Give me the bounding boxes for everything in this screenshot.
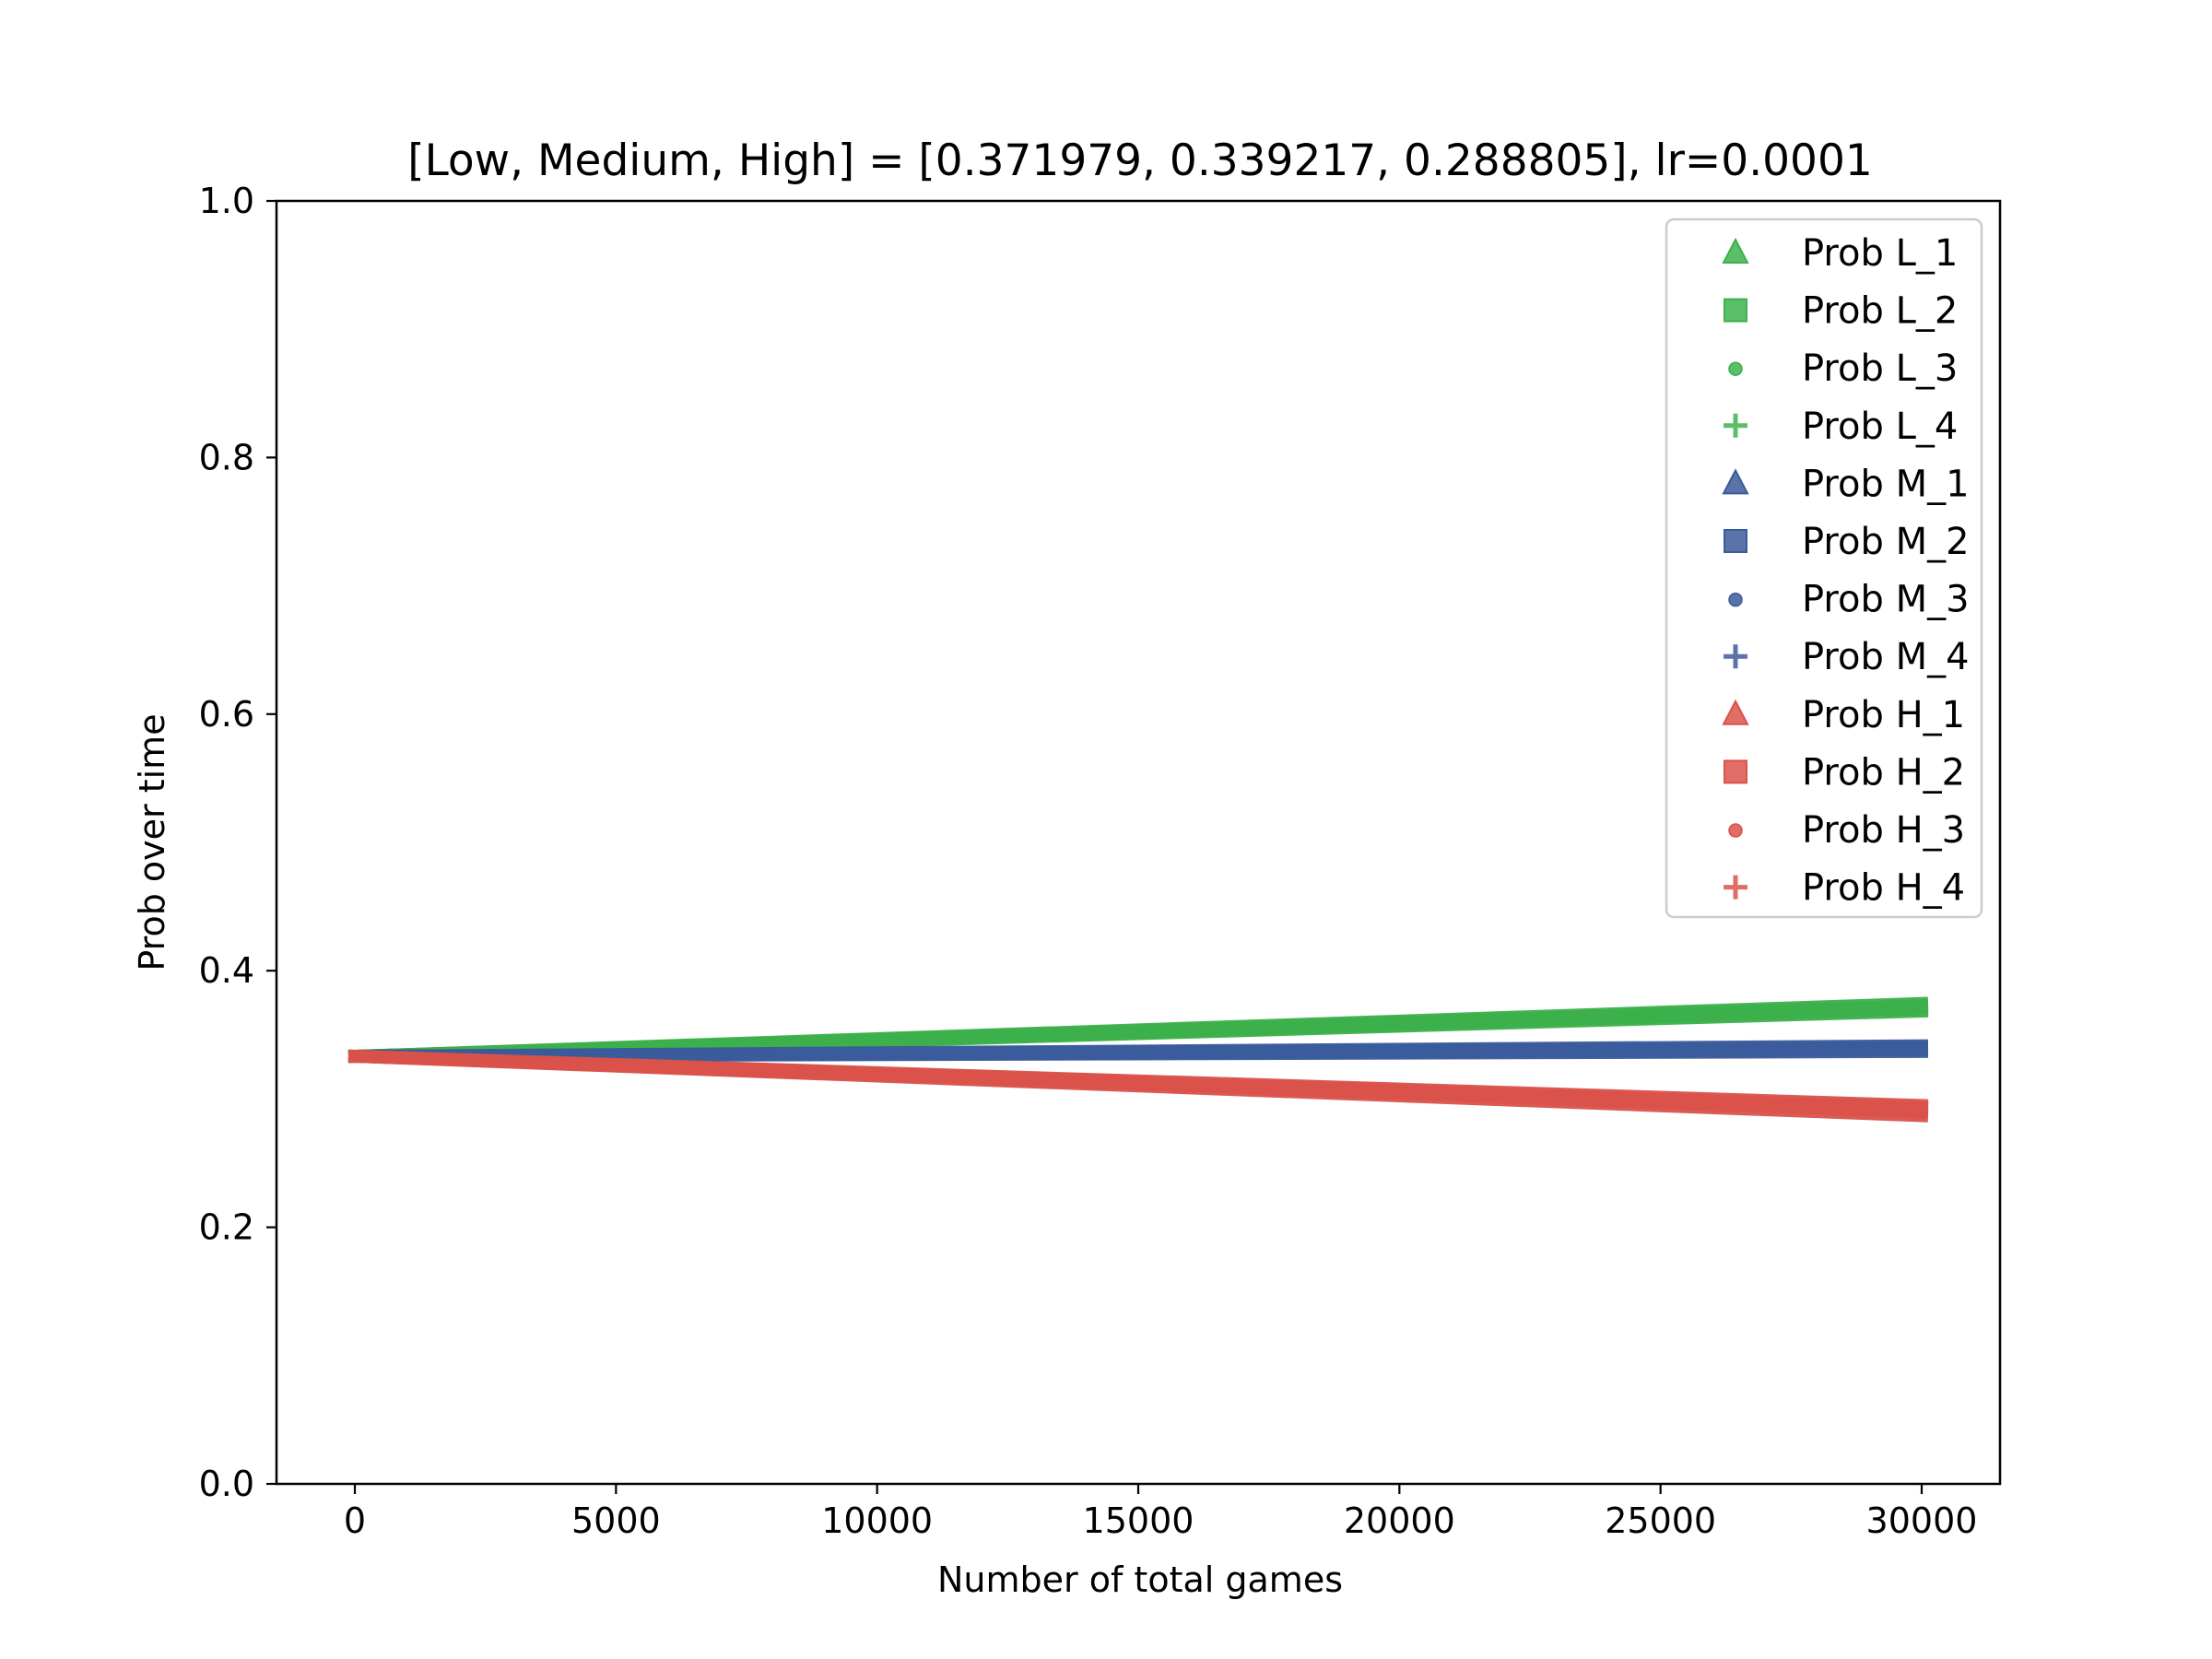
- x-tick-label: 30000: [1866, 1500, 1978, 1541]
- y-tick-label: 1.0: [199, 181, 254, 221]
- legend-marker-circle: [1728, 592, 1743, 607]
- legend-label: Prob H_3: [1802, 809, 1965, 852]
- x-tick-label: 5000: [571, 1500, 661, 1541]
- legend-frame: [1665, 218, 1983, 919]
- series-prob-m-4: [347, 1044, 1929, 1064]
- legend-item-prob-h-3: Prob H_3: [1728, 809, 1965, 852]
- legend-label: Prob L_2: [1802, 290, 1958, 333]
- x-tick-label: 10000: [821, 1500, 933, 1541]
- data-layer: [347, 996, 1929, 1123]
- legend-label: Prob L_3: [1802, 347, 1958, 390]
- legend-marker-plus: [1724, 875, 1747, 900]
- legend-label: Prob H_4: [1802, 867, 1965, 910]
- x-axis-label: Number of total games: [937, 1559, 1343, 1600]
- x-tick-label: 20000: [1344, 1500, 1455, 1541]
- legend-item-prob-l-4: Prob L_4: [1724, 406, 1958, 448]
- legend-item-prob-h-1: Prob H_1: [1722, 694, 1965, 736]
- legend-label: Prob L_4: [1802, 406, 1958, 448]
- legend-item-prob-m-3: Prob M_3: [1728, 579, 1970, 621]
- legend-item-prob-l-2: Prob L_2: [1724, 290, 1958, 333]
- legend: Prob L_1 Prob L_2 Prob L_3 Prob L_4 Prob M_1…: [1665, 218, 1983, 919]
- legend-label: Prob H_2: [1802, 751, 1965, 794]
- legend-item-prob-m-2: Prob M_2: [1724, 521, 1970, 563]
- y-axis-label: Prob over time: [132, 713, 172, 971]
- legend-marker-circle: [1728, 823, 1743, 838]
- legend-item-prob-h-4: Prob H_4: [1724, 867, 1965, 910]
- x-tick-label: 0: [344, 1500, 366, 1541]
- legend-item-prob-l-3: Prob L_3: [1728, 347, 1958, 390]
- legend-marker-triangle: [1722, 699, 1749, 725]
- legend-item-prob-l-1: Prob L_1: [1722, 232, 1958, 275]
- legend-label: Prob M_4: [1802, 636, 1970, 678]
- legend-label: Prob M_1: [1802, 463, 1970, 505]
- legend-label: Prob H_1: [1802, 694, 1965, 736]
- x-tick-label: 15000: [1083, 1500, 1194, 1541]
- x-tick-label: 25000: [1605, 1500, 1716, 1541]
- y-axis: 0.0 0.2 0.4 0.6 0.8 1.0: [199, 181, 276, 1504]
- legend-item-prob-m-4: Prob M_4: [1724, 636, 1970, 678]
- legend-marker-plus: [1724, 413, 1747, 438]
- y-tick-label: 0.4: [199, 950, 254, 991]
- legend-marker-triangle: [1722, 237, 1749, 264]
- legend-label: Prob M_2: [1802, 521, 1970, 563]
- y-tick-label: 0.2: [199, 1207, 254, 1248]
- legend-item-prob-h-2: Prob H_2: [1724, 751, 1965, 794]
- series-prob-h-4: [347, 1049, 1929, 1123]
- legend-marker-circle: [1728, 361, 1743, 376]
- legend-label: Prob L_1: [1802, 232, 1958, 275]
- legend-item-prob-m-1: Prob M_1: [1722, 463, 1970, 505]
- legend-items: Prob L_1 Prob L_2 Prob L_3 Prob L_4 Prob M_1…: [1722, 232, 1970, 910]
- legend-marker-square: [1724, 298, 1747, 323]
- legend-marker-plus: [1724, 644, 1747, 669]
- legend-marker-square: [1724, 759, 1747, 784]
- chart-title: [Low, Medium, High] = [0.371979, 0.33921…: [407, 135, 1873, 186]
- legend-label: Prob M_3: [1802, 579, 1970, 621]
- y-tick-label: 0.8: [199, 437, 254, 477]
- x-axis: 0 5000 10000 15000 20000 25000 30000: [344, 1484, 1978, 1541]
- legend-marker-square: [1724, 529, 1747, 553]
- legend-marker-triangle: [1722, 468, 1749, 495]
- y-tick-label: 0.6: [199, 694, 254, 735]
- y-tick-label: 0.0: [199, 1464, 254, 1504]
